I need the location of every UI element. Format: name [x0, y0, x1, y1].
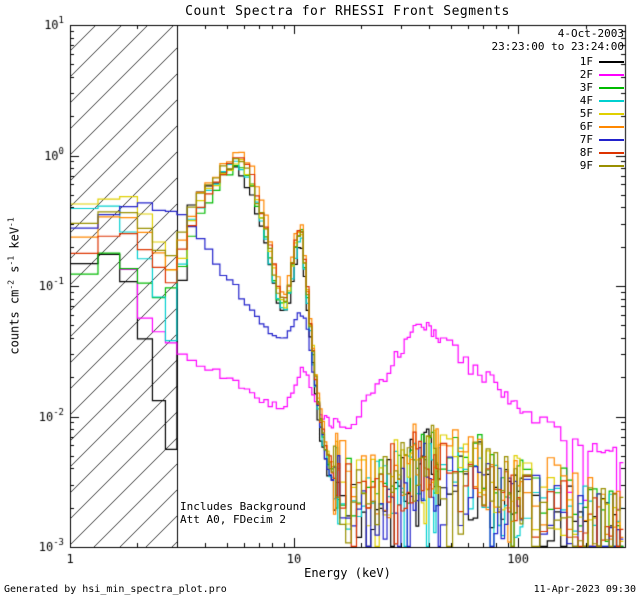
footer-timestamp: 11-Apr-2023 09:30 — [533, 584, 636, 595]
legend-entry-swatch — [599, 164, 624, 167]
legend-entry-label: 5F — [579, 107, 593, 120]
legend-entry: 2F — [492, 68, 624, 81]
legend-entry-swatch — [599, 99, 624, 102]
annotation-background: Includes Background — [180, 500, 306, 513]
legend-entry-label: 4F — [579, 94, 593, 107]
legend-entry-swatch — [599, 86, 624, 89]
legend-entry: 4F — [492, 94, 624, 107]
legend-entry: 3F — [492, 81, 624, 94]
y-axis-title: counts cm-2 s-1 keV-1 — [7, 217, 22, 354]
legend-entries: 1F 2F 3F 4F 5F 6F 7F 8F 9F — [492, 55, 624, 172]
legend-entry: 6F — [492, 120, 624, 133]
legend-entry-label: 7F — [579, 133, 593, 146]
legend-entry-label: 6F — [579, 120, 593, 133]
footer-generator-text: Generated by hsi_min_spectra_plot.pro — [4, 584, 227, 595]
legend-entry-label: 1F — [579, 55, 593, 68]
legend-entry: 7F — [492, 133, 624, 146]
y-axis-title-sup: -2 — [6, 279, 16, 290]
legend-entry-swatch — [599, 60, 624, 63]
legend-date: 4-Oct-2003 — [557, 27, 624, 40]
y-axis-title-sup: -1 — [6, 217, 16, 227]
legend-entry: 5F — [492, 107, 624, 120]
y-axis-title-sup: -1 — [6, 255, 16, 266]
page-title: Count Spectra for RHESSI Front Segments — [185, 4, 510, 19]
legend-entry-swatch — [599, 138, 624, 141]
legend-entry-swatch — [599, 73, 624, 76]
legend-entry-label: 8F — [579, 146, 593, 159]
legend-entry: 1F — [492, 55, 624, 68]
legend-entry-swatch — [599, 151, 624, 154]
legend-entry: 8F — [492, 146, 624, 159]
legend-entry-label: 2F — [579, 68, 593, 81]
legend: 4-Oct-2003 23:23:00 to 23:24:00 1F 2F 3F 4F… — [492, 27, 624, 172]
legend-entry-label: 3F — [579, 81, 593, 94]
legend-entry-label: 9F — [579, 159, 593, 172]
legend-entry: 9F — [492, 159, 624, 172]
y-axis-title-text: keV — [7, 226, 22, 256]
plot-annotations: Includes Background Att A0, FDecim 2 — [180, 500, 306, 526]
legend-entry-swatch — [599, 112, 624, 115]
legend-time-range: 23:23:00 to 23:24:00 — [491, 40, 624, 53]
y-axis-title-text: s — [7, 265, 22, 280]
y-axis-title-text: counts cm — [7, 289, 22, 355]
annotation-attenuator: Att A0, FDecim 2 — [180, 513, 286, 526]
legend-entry-swatch — [599, 125, 624, 128]
x-axis-title: Energy (keV) — [304, 566, 391, 580]
